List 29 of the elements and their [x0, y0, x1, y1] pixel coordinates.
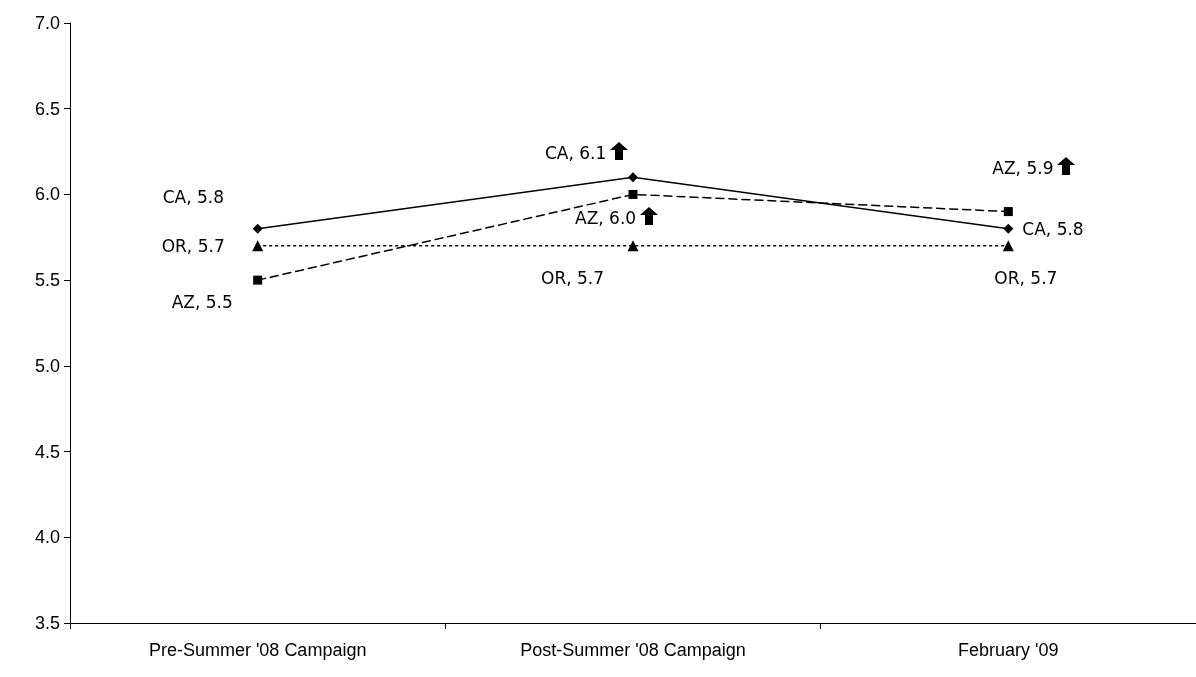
- data-label: OR, 5.7: [541, 267, 605, 288]
- x-tick-label: February '09: [958, 640, 1059, 660]
- y-tick-label: 3.5: [34, 613, 60, 633]
- y-tick-label: 6.5: [34, 98, 60, 119]
- point: [1002, 240, 1014, 252]
- point: [252, 240, 264, 252]
- data-label: OR, 5.7: [161, 235, 225, 256]
- y-tick-label: 5.5: [34, 270, 60, 291]
- data-label: OR, 5.7: [994, 267, 1058, 288]
- y-tick-label: 4.5: [34, 441, 60, 462]
- point: [627, 240, 639, 252]
- x-tick-label: Pre-Summer '08 Campaign: [148, 640, 367, 660]
- x-tick-label: Post-Summer '08 Campaign: [520, 640, 746, 660]
- data-label: AZ, 5.9: [992, 157, 1054, 178]
- data-label: CA, 6.1: [545, 143, 607, 164]
- y-tick-label: 7.0: [34, 13, 60, 33]
- point: [1003, 207, 1013, 217]
- point: [252, 223, 263, 234]
- data-label: AZ, 6.0: [575, 208, 637, 229]
- point: [628, 189, 638, 199]
- point: [1003, 223, 1014, 234]
- y-tick-label: 5.0: [34, 355, 60, 376]
- data-label: AZ, 5.5: [171, 292, 233, 313]
- point: [253, 275, 263, 285]
- data-label: CA, 5.8: [1022, 218, 1084, 239]
- data-label: CA, 5.8: [162, 186, 225, 207]
- y-tick-label: 6.0: [34, 184, 60, 205]
- point: [628, 172, 638, 183]
- y-tick-label: 4.0: [34, 527, 60, 548]
